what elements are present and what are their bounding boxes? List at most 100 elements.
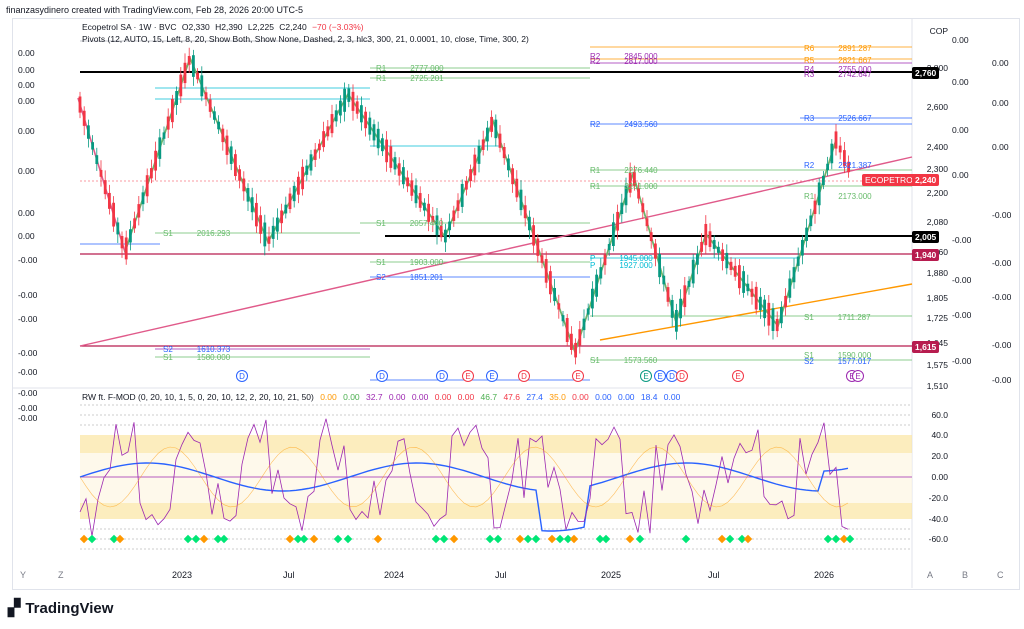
candle-body: [95, 155, 99, 165]
event-marker: [486, 370, 498, 382]
pivot-level-name: S1: [804, 313, 814, 322]
axis-button-c[interactable]: C: [997, 570, 1004, 580]
candle-body: [364, 111, 367, 129]
pivot-level-name: R2: [590, 52, 601, 61]
signal-diamond: [601, 534, 611, 544]
candle-body: [423, 202, 426, 211]
candle-body: [733, 265, 737, 277]
pivot-level-value: 1903.000: [409, 258, 444, 267]
oscillator-value: 35.0: [546, 392, 566, 402]
axis-button-z[interactable]: Z: [58, 570, 64, 580]
signal-diamond: [635, 534, 645, 544]
pivot-level-name: R1: [376, 74, 387, 83]
candle-body: [754, 286, 758, 310]
pivot-level: R6 2891.287: [804, 44, 872, 53]
oscillator-value: 0.00: [340, 392, 360, 402]
event-marker: [518, 370, 530, 382]
event-marker: [436, 370, 448, 382]
candle-body: [721, 249, 724, 262]
signal-diamond: [309, 534, 319, 544]
candle-body: [780, 306, 783, 324]
pivot-level-value: 2817.000: [624, 57, 658, 66]
pivot-level: R2 2817.000: [590, 57, 658, 66]
candle-body: [696, 253, 699, 265]
candle-body: [528, 216, 531, 231]
candle-body: [477, 145, 481, 164]
pivot-level-name: S1: [376, 258, 386, 267]
pivot-level-value: 1711.287: [837, 313, 871, 322]
tradingview-logo[interactable]: ▞ TradingView: [8, 598, 113, 618]
axis-button-b[interactable]: B: [962, 570, 969, 580]
left-scale-value: -0.00: [18, 388, 38, 398]
candle-body: [561, 315, 565, 322]
time-axis[interactable]: Y Z 2023 Jul 2024 Jul 2025 Jul 2026 A B …: [0, 570, 1024, 586]
candle-body: [645, 218, 649, 227]
price-tick: 2,400: [926, 142, 948, 152]
signal-diamond: [285, 534, 295, 544]
candle-body: [166, 116, 170, 130]
candle-body: [822, 175, 825, 186]
oscillator-tick: -60.0: [928, 534, 948, 544]
candle-body: [809, 215, 813, 227]
axis-button-y[interactable]: Y: [20, 570, 27, 580]
candle-body: [687, 280, 691, 287]
candle-body: [843, 150, 846, 166]
candle-body: [406, 177, 409, 187]
oscillator-value: 0.00: [386, 392, 406, 402]
candle-body: [519, 189, 523, 211]
candle-body: [771, 308, 775, 331]
candle-body: [683, 285, 687, 308]
candle-body: [603, 254, 607, 266]
price-tick: 2,080: [926, 217, 948, 227]
pivot-level-name: S1: [590, 356, 600, 365]
candle-body: [742, 271, 745, 293]
signal-diamond: [839, 534, 849, 544]
event-marker-label: D: [379, 372, 385, 381]
right-scale-value: -0.00: [952, 356, 972, 366]
oscillator-value: 0.00: [569, 392, 589, 402]
candle-body: [532, 225, 535, 246]
left-scale-value: 0.00: [18, 48, 35, 58]
oscillator-tick: 0.00: [931, 472, 948, 482]
pivot-level-value: 1580.000: [196, 353, 231, 362]
candle-body: [355, 101, 359, 114]
left-scale-value: 0.00: [18, 208, 35, 218]
candle-body: [397, 163, 401, 176]
candle-body: [456, 200, 460, 211]
signal-diamond: [293, 534, 303, 544]
oscillator-tick: -40.0: [928, 514, 948, 524]
candle-body: [204, 92, 208, 100]
symbol-name: Ecopetrol SA · 1W · BVC: [82, 22, 177, 32]
candle-body: [460, 183, 464, 207]
oscillator-tick: 40.0: [931, 430, 948, 440]
axis-button-a[interactable]: A: [927, 570, 934, 580]
oscillator-legend[interactable]: RW ft. F-MOD (0, 20, 10, 1, 5, 0, 20, 10…: [82, 392, 680, 402]
candle-body: [326, 126, 330, 137]
candle-body: [330, 114, 334, 134]
signal-diamond: [625, 534, 635, 544]
candle-body: [154, 150, 157, 171]
pivot-level-name: R3: [804, 114, 815, 123]
symbol-legend[interactable]: Ecopetrol SA · 1W · BVC O2,330 H2,390 L2…: [82, 22, 364, 32]
price-tick: 1,575: [926, 360, 948, 370]
candle-body: [208, 99, 212, 112]
candle-body: [633, 171, 636, 186]
event-marker-label: D: [669, 372, 675, 381]
candle-body: [87, 125, 90, 139]
candle-body: [103, 180, 107, 195]
oscillator-axis[interactable]: 60.0 40.0 20.0 0.00 -20.0 -40.0 -60.0: [912, 395, 948, 565]
candle-body: [158, 137, 162, 159]
pivot-level: R2 2845.000: [590, 52, 658, 61]
candle-body: [641, 203, 645, 213]
event-marker-label: E: [465, 372, 470, 381]
candle-body: [746, 283, 750, 292]
pivots-legend[interactable]: Pivots (12, AUTO, 15, Left, 8, 20, Show …: [82, 34, 529, 44]
pivot-level-name: S1: [163, 353, 173, 362]
candle-body: [418, 193, 422, 208]
candle-body: [309, 154, 313, 171]
candle-body: [675, 309, 678, 332]
candle-body: [813, 200, 817, 215]
candle-body: [187, 55, 191, 65]
pivot-level-value: 2755.000: [838, 65, 872, 74]
